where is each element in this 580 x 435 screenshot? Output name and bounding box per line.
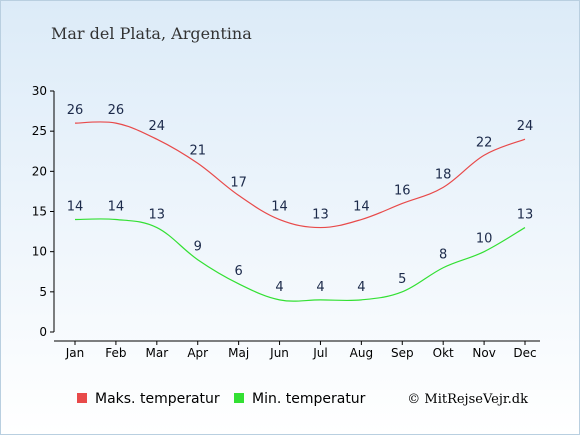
x-tick-label: Aug (350, 346, 373, 360)
series-layer (74, 121, 526, 302)
data-label-max: 13 (312, 208, 329, 223)
data-label-max: 26 (67, 103, 84, 118)
y-tick-label: 25 (32, 124, 47, 138)
y-tick-label: 20 (32, 164, 47, 178)
data-label-max: 26 (108, 103, 125, 118)
y-tick-label: 10 (32, 245, 47, 259)
legend-swatch-max (77, 393, 87, 403)
data-label-min: 6 (234, 264, 242, 279)
data-label-max: 24 (149, 119, 166, 134)
data-label-max: 14 (353, 200, 370, 215)
data-label-min: 13 (149, 208, 166, 223)
data-label-min: 4 (275, 280, 283, 295)
data-label-max: 16 (394, 183, 411, 198)
data-label-min: 8 (439, 248, 447, 263)
x-tick-label: Dec (513, 346, 536, 360)
x-tick-label: Jul (312, 346, 327, 360)
data-label-min: 10 (476, 232, 493, 247)
data-label-min: 14 (108, 200, 125, 215)
x-tick-label: Feb (105, 346, 126, 360)
data-label-min: 4 (316, 280, 324, 295)
x-tick-label: Jan (65, 346, 85, 360)
credit-text: © MitRejseVejr.dk (407, 392, 528, 407)
x-tick-label: Apr (187, 346, 208, 360)
y-tick-label: 0 (39, 325, 47, 339)
x-tick-label: Okt (433, 346, 454, 360)
axes: 0 5 10 15 20 25 30 Jan Feb Mar Apr Maj Jun Jul Aug Sep O… (32, 84, 540, 360)
x-tick-label: Mar (145, 346, 168, 360)
y-tick-label: 5 (39, 285, 47, 299)
legend-label-max: Maks. temperatur (95, 391, 220, 407)
data-label-min: 13 (517, 208, 534, 223)
series-line-min (74, 218, 526, 302)
x-tick-label: Sep (391, 346, 414, 360)
chart-title: Mar del Plata, Argentina (51, 24, 252, 43)
data-label-max: 21 (189, 143, 206, 158)
legend-swatch-min (234, 393, 244, 403)
data-label-max: 24 (517, 119, 534, 134)
x-tick-label: Maj (228, 346, 249, 360)
data-labels: 26 26 24 21 17 14 13 14 16 18 22 24 14 14 13 9 6 4 4 4 5 8 10 1… (67, 103, 534, 295)
data-label-max: 18 (435, 167, 452, 182)
data-label-min: 9 (194, 240, 202, 255)
y-tick-label: 30 (32, 84, 47, 98)
data-label-min: 5 (398, 272, 406, 287)
data-label-max: 17 (230, 175, 247, 190)
data-label-min: 14 (67, 200, 84, 215)
series-line-max (74, 121, 526, 229)
data-label-max: 14 (271, 200, 288, 215)
data-label-min: 4 (357, 280, 365, 295)
data-label-max: 22 (476, 135, 493, 150)
legend-label-min: Min. temperatur (252, 391, 366, 407)
y-tick-label: 15 (32, 205, 47, 219)
legend: Maks. temperatur Min. temperatur (77, 391, 366, 407)
x-tick-label: Nov (472, 346, 495, 360)
x-tick-label: Jun (269, 346, 289, 360)
